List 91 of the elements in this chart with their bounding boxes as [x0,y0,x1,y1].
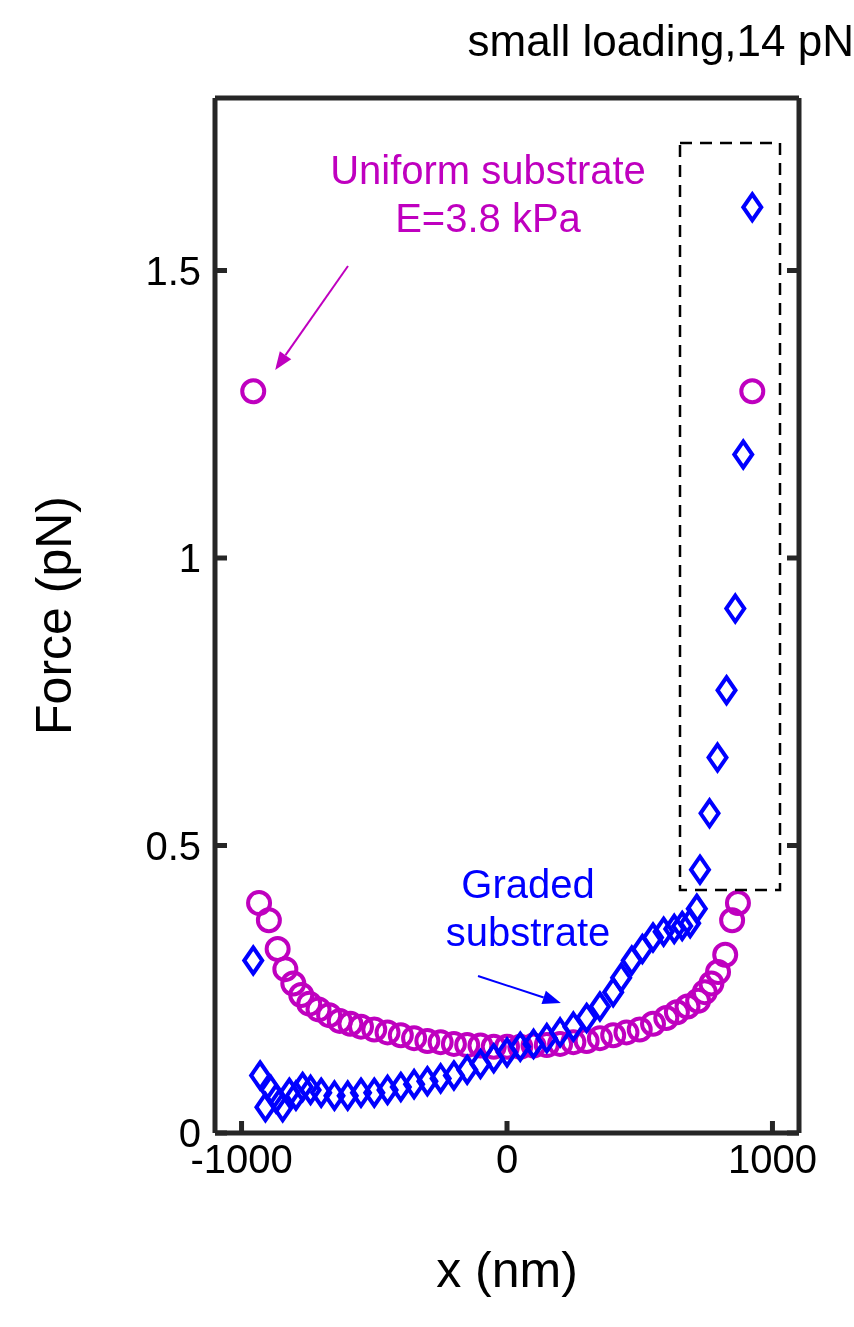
point [626,1016,653,1043]
point [685,987,712,1014]
point [240,378,267,405]
point [652,916,675,947]
point [299,1074,322,1105]
x-tick-label: 0 [495,1137,519,1182]
point [642,922,664,953]
point [688,854,711,885]
point [280,970,307,997]
point [242,945,265,976]
point [414,1028,441,1054]
point [620,945,643,976]
point [575,1003,598,1033]
point [249,1060,272,1091]
point [288,982,315,1008]
point [323,1080,346,1111]
point [389,1072,412,1102]
point [496,1037,518,1068]
point [469,1049,492,1079]
point [337,1010,364,1037]
point [429,1063,452,1094]
chart-title: small loading,14 pN [466,16,854,66]
point [691,979,718,1006]
point [259,1074,282,1105]
point [671,911,694,941]
point [562,1011,585,1042]
point [403,1069,426,1100]
point [685,893,708,924]
x-tick-label: 1000 [727,1137,817,1182]
point [454,1032,481,1059]
point [549,1017,572,1048]
point [305,996,332,1023]
point [416,1066,439,1097]
point [254,1092,277,1123]
point [698,798,721,829]
point [640,1010,666,1037]
point [705,959,732,985]
point [663,999,690,1026]
point [679,908,702,939]
point [316,1002,343,1029]
point [739,378,766,405]
point [482,1043,505,1074]
point [741,192,764,223]
point [456,1054,479,1085]
point [255,907,282,934]
point [698,970,725,997]
point [336,1080,359,1111]
x-axis-title: x (nm) [436,1242,578,1298]
annotation: Graded substrate [444,861,612,956]
point [602,977,625,1008]
point [724,593,747,624]
y-tick-label: 1.5 [145,248,201,293]
point [631,934,654,964]
point [272,956,299,983]
point [374,1019,401,1046]
point [348,1013,374,1040]
point [613,1019,640,1046]
y-tick-label: 0.5 [145,823,201,868]
point [427,1029,454,1056]
point [653,1005,680,1031]
point [271,1092,294,1123]
point [350,1077,372,1108]
y-tick-label: 1 [178,536,201,581]
point [264,936,291,962]
point [291,1072,314,1102]
point [706,742,729,773]
point [376,1074,399,1105]
point [610,962,633,993]
point [586,1025,613,1052]
annotation: Uniform substrate E=3.8 kPa [329,147,647,242]
point [600,1022,627,1049]
point [440,1030,467,1057]
point [715,675,738,706]
point [246,890,273,916]
point [296,990,323,1017]
point [326,1007,353,1034]
point [442,1060,465,1091]
point [310,1077,333,1108]
point [363,1077,386,1108]
point [732,439,755,470]
point [401,1025,428,1052]
point [588,991,611,1022]
y-axis-title: Force (pN) [25,496,82,735]
point [535,1023,558,1054]
point [663,913,686,944]
point [674,993,701,1020]
point [719,907,746,934]
point [724,890,751,916]
point [712,941,739,968]
point [361,1016,388,1043]
point [387,1022,414,1049]
